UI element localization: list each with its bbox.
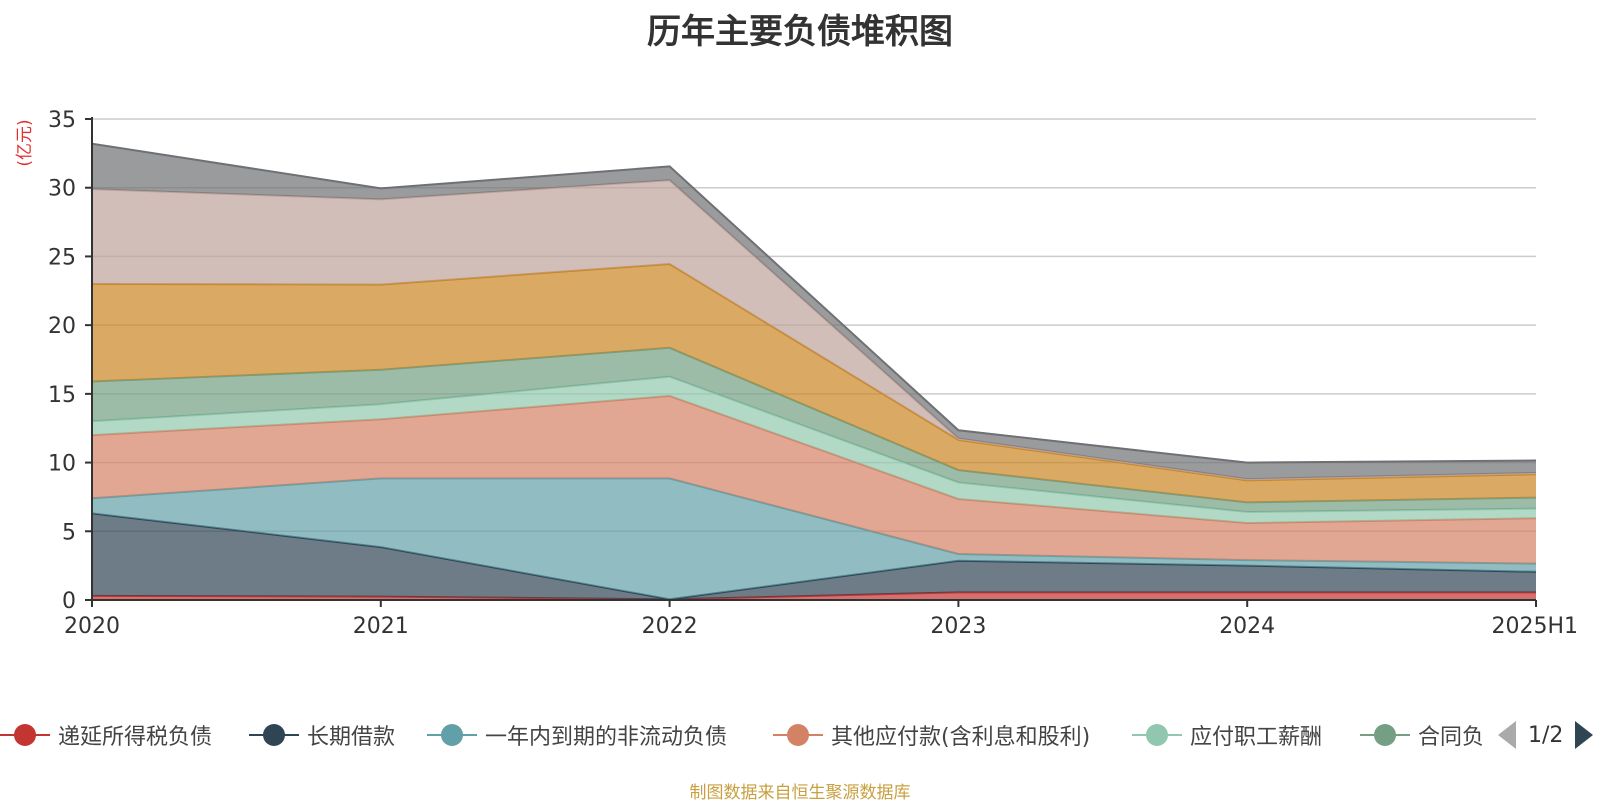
area-series-line-2 xyxy=(91,477,1537,565)
legend: 递延所得税负债 长期借款 一年内到期的非流动负债 其他应付款(含利息和股利) 应付职工薪… xyxy=(0,715,1600,755)
legend-item[interactable]: 一年内到期的非流动负债 xyxy=(427,715,727,755)
legend-item[interactable]: 长期借款 xyxy=(249,715,395,755)
legend-marker-icon xyxy=(0,715,50,755)
area-series-3[interactable] xyxy=(92,395,1536,564)
legend-marker-icon xyxy=(773,715,823,755)
axes: 0 5 10 15 20 25 30 35 2020 2021 2022 2023 2024 2025H1 xyxy=(48,108,1578,639)
area-series-group xyxy=(91,142,1537,601)
y-tick-label: 25 xyxy=(48,245,76,270)
x-tick-label: 2023 xyxy=(930,614,986,639)
legend-label: 应付职工薪酬 xyxy=(1190,725,1323,750)
y-tick-label: 5 xyxy=(62,520,76,545)
area-series-8[interactable] xyxy=(92,143,1536,480)
legend-item[interactable]: 递延所得税负债 xyxy=(0,715,212,755)
area-series-1[interactable] xyxy=(92,513,1536,600)
area-series-4[interactable] xyxy=(92,376,1536,523)
legend-item[interactable]: 应付职工薪酬 xyxy=(1132,715,1322,755)
x-tick-label: 2022 xyxy=(642,614,698,639)
legend-marker-icon xyxy=(1132,715,1182,755)
area-series-line-5 xyxy=(91,346,1537,504)
y-tick-label: 15 xyxy=(48,383,76,408)
legend-page-indicator: 1/2 xyxy=(1528,722,1564,748)
legend-marker-icon xyxy=(1360,715,1410,755)
x-tick-label: 2021 xyxy=(353,614,409,639)
legend-next-page-icon[interactable] xyxy=(1575,721,1594,749)
legend-label: 长期借款 xyxy=(307,725,396,750)
legend-marker-icon xyxy=(249,715,299,755)
legend-label: 其他应付款(含利息和股利) xyxy=(831,725,1091,750)
legend-label: 递延所得税负债 xyxy=(58,725,213,750)
y-tick-label: 10 xyxy=(48,452,76,477)
area-series-7[interactable] xyxy=(92,180,1536,481)
area-series-line-8 xyxy=(91,142,1537,464)
y-tick-label: 20 xyxy=(48,314,76,339)
y-tick-label: 30 xyxy=(48,177,76,202)
legend-label: 合同负 xyxy=(1418,725,1485,750)
legend-item[interactable]: 合同负 xyxy=(1360,715,1484,755)
chart-title: 历年主要负债堆积图 xyxy=(647,12,953,52)
legend-prev-page-icon[interactable] xyxy=(1498,721,1516,749)
area-series-2[interactable] xyxy=(92,478,1536,600)
legend-item[interactable]: 其他应付款(含利息和股利) xyxy=(773,715,1090,755)
x-tick-label: 2020 xyxy=(64,614,120,639)
x-tick-label: 2025H1 xyxy=(1491,614,1578,639)
area-series-6[interactable] xyxy=(92,264,1536,503)
legend-marker-icon xyxy=(427,715,477,755)
y-tick-label: 35 xyxy=(48,108,76,133)
legend-pager: 1/2 xyxy=(1498,715,1594,755)
area-series-5[interactable] xyxy=(92,347,1536,512)
x-tick-label: 2024 xyxy=(1219,614,1275,639)
y-axis-unit-label: (亿元) xyxy=(15,119,35,166)
y-tick-label: 0 xyxy=(62,589,76,614)
data-source-note: 制图数据来自恒生聚源数据库 xyxy=(689,783,911,803)
legend-label: 一年内到期的非流动负债 xyxy=(485,725,728,750)
chart-plot: 0 5 10 15 20 25 30 35 2020 2021 2022 2023 2024 2025H1… xyxy=(15,108,1578,639)
